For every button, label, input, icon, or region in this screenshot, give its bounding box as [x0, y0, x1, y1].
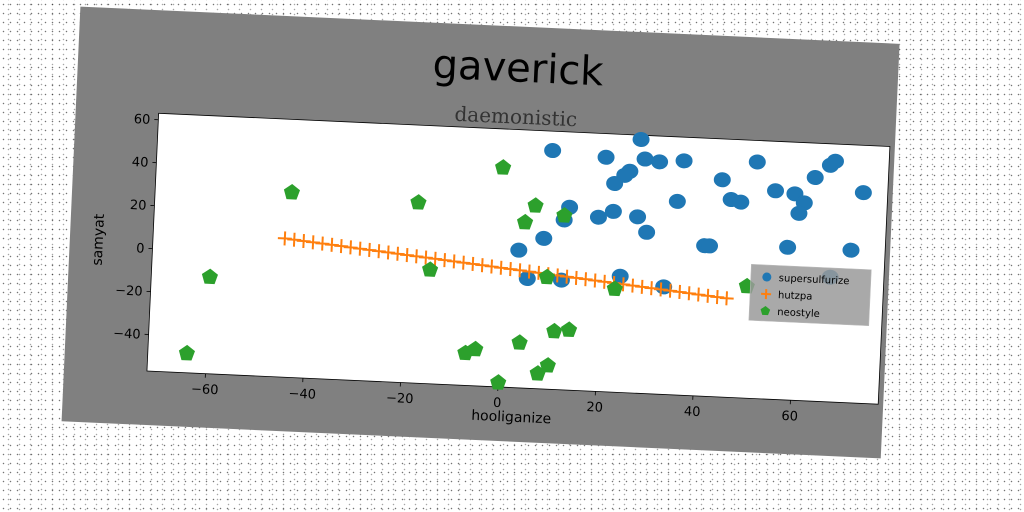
x-tick-label: −40	[288, 386, 316, 402]
y-tick-label: 60	[133, 112, 150, 128]
y-axis-label: samyat	[90, 213, 108, 266]
x-tick-label: 40	[684, 404, 701, 420]
legend-label: neostyle	[777, 307, 820, 320]
chart-title: gaverick	[432, 42, 606, 96]
y-tick-label: −40	[113, 326, 141, 342]
plot-area	[147, 113, 890, 404]
y-tick-label: 20	[130, 198, 147, 214]
x-tick-label: 20	[586, 400, 603, 416]
x-tick-label: −60	[191, 382, 219, 398]
y-tick-label: 40	[131, 155, 148, 171]
x-tick-label: 60	[781, 409, 798, 425]
y-tick-label: −20	[115, 283, 143, 299]
y-tick-label: 0	[136, 241, 145, 256]
legend-label: hutzpa	[778, 290, 813, 303]
x-tick-label: −20	[386, 391, 414, 407]
